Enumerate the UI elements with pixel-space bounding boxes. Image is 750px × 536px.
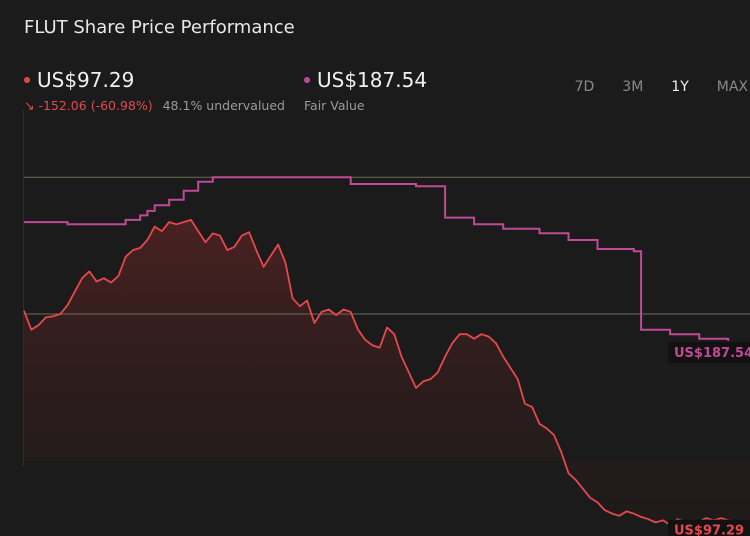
share-price-block: US$97.29 ↘ -152.06 (-60.98%) 48.1% under… xyxy=(24,68,285,113)
fair-value-label: Fair Value xyxy=(304,98,365,113)
fair-value: US$187.54 xyxy=(304,68,427,92)
share-price-line xyxy=(23,218,750,526)
price-change: -152.06 (-60.98%) xyxy=(38,98,153,113)
chart-title: FLUT Share Price Performance xyxy=(24,17,295,38)
fair-value-block: US$187.54 Fair Value xyxy=(304,68,427,113)
share-price-dot-icon xyxy=(24,77,30,83)
share-price: US$97.29 xyxy=(24,68,285,92)
share-price-end-label-bg xyxy=(668,519,750,536)
fair-value-end-label: US$187.54 xyxy=(674,346,750,361)
fair-value-dot-icon xyxy=(304,77,310,83)
fair-value-line xyxy=(24,176,730,341)
tab-3m[interactable]: 3M xyxy=(622,79,644,95)
fair-value-end-label-bg xyxy=(668,341,750,363)
tab-7d[interactable]: 7D xyxy=(574,79,595,95)
tab-max[interactable]: MAX xyxy=(716,79,748,95)
share-price-value: US$97.29 xyxy=(37,68,135,92)
down-arrow-icon: ↘ xyxy=(24,98,35,113)
valuation-text: 48.1% undervalued xyxy=(162,98,285,113)
tab-1y[interactable]: 1Y xyxy=(671,79,689,95)
price-area xyxy=(24,219,750,525)
share-price-end-label: US$97.29 xyxy=(674,524,744,536)
price-change-row: ↘ -152.06 (-60.98%) 48.1% undervalued xyxy=(24,98,285,113)
range-tabs: 7D 3M 1Y MAX xyxy=(547,79,748,95)
plot-left-edge xyxy=(23,110,24,466)
fair-value-value: US$187.54 xyxy=(317,68,428,92)
